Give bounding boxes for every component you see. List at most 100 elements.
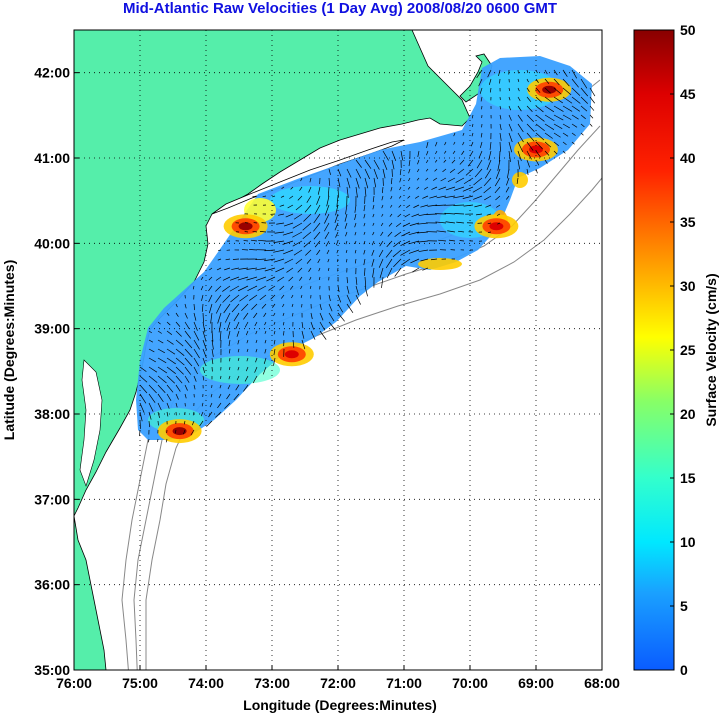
- velocity-vector: [479, 87, 483, 94]
- velocity-vector: [363, 204, 366, 212]
- velocity-vector: [363, 222, 366, 227]
- velocity-vector: [209, 267, 213, 271]
- velocity-vector: [535, 78, 539, 83]
- velocity-vector: [435, 150, 438, 155]
- colorbar-tick-label: 45: [680, 86, 696, 102]
- velocity-vector: [391, 159, 395, 170]
- velocity-vector: [218, 393, 222, 399]
- velocity-vector: [246, 357, 249, 362]
- velocity-vector: [285, 213, 294, 218]
- velocity-vector: [571, 123, 578, 128]
- velocity-vector: [262, 195, 267, 198]
- velocity-vector: [243, 384, 249, 392]
- velocity-vector: [201, 303, 204, 312]
- velocity-vector: [544, 114, 555, 122]
- velocity-vector: [562, 114, 572, 120]
- velocity-vector: [202, 375, 205, 381]
- velocity-vector: [484, 168, 492, 179]
- velocity-vector: [372, 204, 375, 210]
- velocity-vector: [327, 186, 330, 197]
- velocity-vector: [416, 186, 420, 190]
- velocity-vector: [208, 411, 213, 418]
- velocity-vector: [571, 132, 576, 136]
- velocity-vector: [386, 240, 393, 248]
- velocity-vector: [580, 87, 589, 97]
- velocity-vector: [283, 222, 294, 227]
- velocity-vector: [526, 150, 532, 160]
- velocity-vector: [476, 69, 483, 79]
- velocity-vector: [157, 411, 160, 418]
- velocity-vector: [399, 177, 402, 183]
- velocity-vector: [469, 150, 474, 157]
- velocity-vector: [462, 186, 474, 192]
- velocity-vector: [211, 339, 214, 350]
- y-tick-label: 38:00: [34, 406, 70, 422]
- velocity-vector: [457, 168, 465, 175]
- velocity-vector: [400, 150, 404, 161]
- velocity-vector: [245, 366, 249, 372]
- velocity-vector: [507, 168, 510, 179]
- velocity-vector: [363, 213, 366, 219]
- velocity-vector: [148, 339, 154, 343]
- velocity-vector: [398, 195, 402, 199]
- velocity-vector: [485, 204, 492, 208]
- velocity-vector: [475, 213, 483, 216]
- velocity-vector: [337, 312, 345, 322]
- velocity-vector: [313, 213, 321, 224]
- velocity-vector: [406, 204, 411, 208]
- velocity-vector: [192, 411, 195, 416]
- velocity-vector: [517, 141, 524, 153]
- velocity-vector: [354, 204, 357, 213]
- velocity-vector: [237, 357, 240, 361]
- velocity-vector: [499, 132, 502, 141]
- velocity-vector: [345, 240, 348, 245]
- velocity-vector: [580, 123, 585, 128]
- velocity-vector: [277, 276, 285, 282]
- velocity-vector: [372, 195, 375, 203]
- velocity-vector: [252, 230, 258, 233]
- land-cape-cod: [459, 53, 493, 103]
- y-tick-label: 41:00: [34, 150, 70, 166]
- velocity-vector: [444, 150, 447, 154]
- velocity-vector: [246, 267, 258, 270]
- velocity-vector: [319, 312, 324, 321]
- velocity-vector: [227, 384, 231, 390]
- velocity-vector: [456, 221, 465, 224]
- velocity-vector: [193, 321, 198, 331]
- velocity-vector: [462, 132, 465, 136]
- velocity-vector: [480, 96, 483, 102]
- velocity-vector: [264, 339, 267, 344]
- velocity-vector: [184, 375, 190, 383]
- velocity-vector: [508, 141, 513, 153]
- velocity-vector: [508, 87, 511, 92]
- velocity-vector: [589, 114, 594, 119]
- velocity-vector: [544, 69, 548, 75]
- velocity-vector: [243, 240, 249, 242]
- velocity-vector: [215, 276, 222, 281]
- velocity-vector: [215, 285, 222, 292]
- velocity-vector: [246, 348, 249, 352]
- velocity-vector: [319, 321, 326, 331]
- velocity-vector: [237, 276, 249, 281]
- velocity-vector: [166, 402, 170, 409]
- velocity-vector: [292, 339, 295, 348]
- velocity-vector: [517, 114, 523, 122]
- velocity-vector: [318, 267, 321, 272]
- velocity-vector: [273, 312, 276, 317]
- velocity-vector: [184, 357, 193, 367]
- velocity-vector: [237, 366, 240, 371]
- velocity-vector: [175, 339, 184, 347]
- velocity-vector: [226, 393, 231, 400]
- velocity-vector: [535, 114, 545, 122]
- velocity-vector: [373, 177, 377, 188]
- y-tick-label: 40:00: [34, 235, 70, 251]
- velocity-vector: [459, 159, 465, 165]
- velocity-vector: [235, 321, 240, 330]
- velocity-vector: [148, 357, 156, 363]
- velocity-vector: [245, 330, 249, 336]
- velocity-vector: [139, 420, 141, 429]
- velocity-vector: [249, 249, 258, 251]
- velocity-vector: [447, 177, 456, 182]
- velocity-vector: [302, 222, 312, 231]
- velocity-vector: [327, 267, 330, 271]
